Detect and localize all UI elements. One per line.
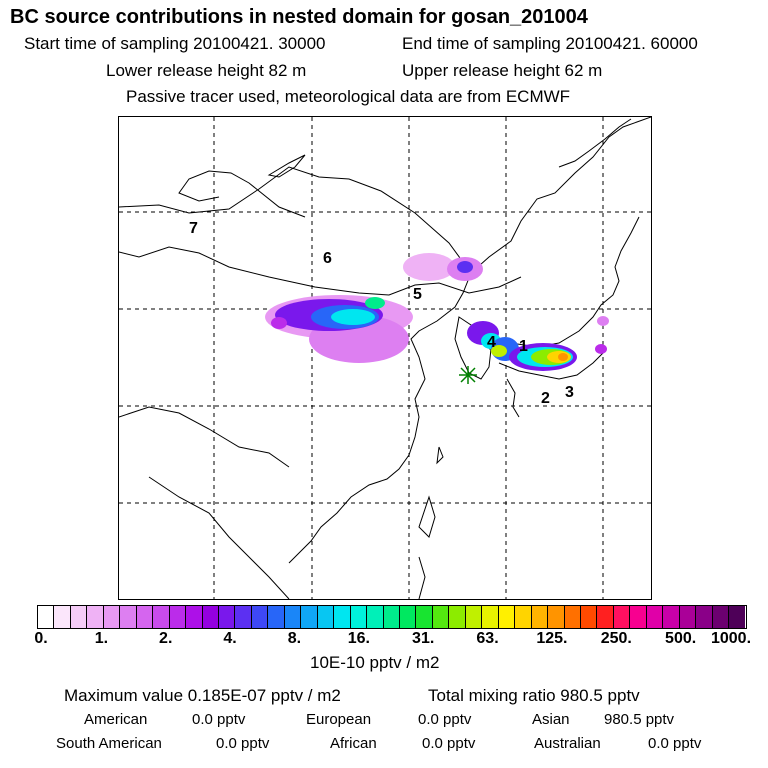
color-scale-segment xyxy=(564,606,581,628)
color-scale-tick-label: 0. xyxy=(34,630,48,647)
color-scale-segment xyxy=(465,606,483,628)
color-scale-segment xyxy=(251,606,269,628)
african-value: 0.0 pptv xyxy=(422,735,476,752)
color-scale-segment xyxy=(284,606,302,628)
south-american-label: South American xyxy=(56,735,162,752)
color-scale-segment xyxy=(268,606,285,628)
upper-release-height: Upper release height 62 m xyxy=(402,61,603,80)
african-label: African xyxy=(330,735,377,752)
asian-value: 980.5 pptv xyxy=(604,711,675,728)
graticule xyxy=(119,117,651,599)
australian-value: 0.0 pptv xyxy=(648,735,702,752)
total-mixing-ratio: Total mixing ratio 980.5 pptv xyxy=(428,686,640,705)
color-scale-segment xyxy=(646,606,664,628)
tracer-note: Passive tracer used, meteorological data… xyxy=(126,87,571,106)
color-scale-tick-label: 4. xyxy=(223,630,237,647)
color-scale-segment xyxy=(663,606,680,628)
color-scale-segment xyxy=(317,606,335,628)
maximum-value: Maximum value 0.185E-07 pptv / m2 xyxy=(64,686,341,705)
color-scale-segment xyxy=(383,606,400,628)
color-scale-segment xyxy=(87,606,104,628)
color-scale-segment xyxy=(350,606,368,628)
color-scale-segment xyxy=(235,606,252,628)
source-contribution-map: 1 2 3 4 5 6 7 xyxy=(118,116,652,600)
european-label: European xyxy=(306,711,372,728)
map-title: BC source contributions in nested domain… xyxy=(10,6,588,28)
start-time: Start time of sampling 20100421. 30000 xyxy=(24,34,326,53)
color-scale-units: 10E-10 pptv / m2 xyxy=(310,653,440,672)
color-scale-segment xyxy=(301,606,318,628)
australian-label: Australian xyxy=(534,735,601,752)
color-scale-segment xyxy=(334,606,351,628)
region-label-4: 4 xyxy=(487,334,496,351)
color-scale-segment xyxy=(449,606,466,628)
coastlines xyxy=(118,116,652,600)
color-scale-segment xyxy=(729,606,746,628)
asian-label: Asian xyxy=(532,711,570,728)
color-scale-segment xyxy=(103,606,121,628)
color-scale-tick-label: 8. xyxy=(287,630,302,647)
color-scale-segment xyxy=(120,606,137,628)
color-scale-segment xyxy=(712,606,730,628)
color-scale-segment xyxy=(153,606,170,628)
color-scale-segment xyxy=(70,606,88,628)
european-value: 0.0 pptv xyxy=(418,711,472,728)
color-scale-segment xyxy=(186,606,203,628)
color-scale-segment xyxy=(367,606,384,628)
color-scale-segment xyxy=(399,606,417,628)
american-label: American xyxy=(84,711,148,728)
color-scale-segment xyxy=(548,606,565,628)
region-label-3: 3 xyxy=(565,384,574,401)
region-label-5: 5 xyxy=(413,286,422,303)
color-scale-segment xyxy=(136,606,154,628)
color-scale-segment xyxy=(54,606,71,628)
color-scale-segment xyxy=(696,606,713,628)
color-scale-tick-label: 31. xyxy=(412,630,435,647)
color-scale-tick-label: 2. xyxy=(159,630,173,647)
color-scale-segment xyxy=(630,606,647,628)
map-canvas: 1 2 3 4 5 6 7 xyxy=(118,116,652,600)
color-scale-segment xyxy=(38,606,55,628)
color-scale-tick-label: 125. xyxy=(536,630,568,647)
south-american-value: 0.0 pptv xyxy=(216,735,270,752)
color-scale-tick-label: 250. xyxy=(600,630,632,647)
color-scale-segment xyxy=(482,606,499,628)
lower-release-height: Lower release height 82 m xyxy=(106,61,307,80)
region-label-1: 1 xyxy=(519,338,528,355)
color-scale-tick-label: 63. xyxy=(476,630,499,647)
region-label-6: 6 xyxy=(323,250,332,267)
color-scale-tick-label: 1. xyxy=(94,630,109,647)
color-scale-segment xyxy=(432,606,450,628)
color-scale-segment xyxy=(202,606,219,628)
color-scale-segment xyxy=(597,606,614,628)
star-icon xyxy=(459,366,477,384)
color-scale-bar xyxy=(37,605,747,629)
color-scale-segment xyxy=(498,606,516,628)
color-scale-segment xyxy=(531,606,549,628)
color-scale-segment xyxy=(515,606,532,628)
color-scale-segment xyxy=(169,606,187,628)
color-scale-tick-label: 500. xyxy=(665,630,697,647)
american-value: 0.0 pptv xyxy=(192,711,246,728)
region-label-7: 7 xyxy=(189,220,198,237)
color-scale-tick-label: 16. xyxy=(347,630,370,647)
color-scale-segment xyxy=(679,606,697,628)
color-scale-tick-label: 1000. xyxy=(710,630,752,647)
region-label-2: 2 xyxy=(541,390,550,407)
end-time: End time of sampling 20100421. 60000 xyxy=(402,34,698,53)
contribution-plume xyxy=(265,253,609,371)
color-scale-segment xyxy=(613,606,631,628)
color-scale-segment xyxy=(580,606,598,628)
color-scale-segment xyxy=(416,606,433,628)
color-scale-segment xyxy=(218,606,236,628)
